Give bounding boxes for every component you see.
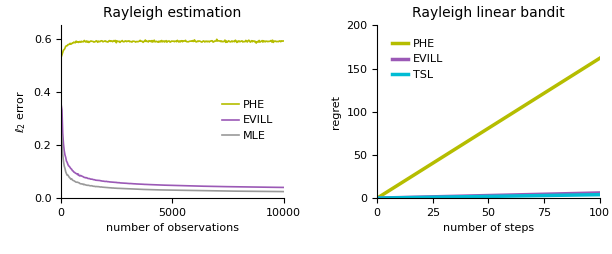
EVILL: [280, 186, 288, 189]
PHE: [596, 57, 603, 60]
Title: Rayleigh linear bandit: Rayleigh linear bandit: [412, 6, 565, 20]
X-axis label: number of steps: number of steps: [443, 224, 534, 233]
TSL: [596, 193, 603, 196]
PHE: [213, 38, 220, 41]
MLE: [58, 130, 65, 133]
EVILL: [245, 185, 252, 188]
TSL: [382, 196, 390, 199]
MLE: [280, 190, 288, 193]
EVILL: [577, 192, 584, 195]
PHE: [280, 39, 288, 42]
EVILL: [189, 184, 196, 187]
MLE: [194, 189, 201, 192]
EVILL: [382, 196, 390, 199]
EVILL: [259, 186, 267, 189]
TSL: [577, 194, 584, 197]
TSL: [585, 193, 592, 196]
Line: EVILL: EVILL: [377, 193, 600, 198]
MLE: [245, 190, 252, 193]
MLE: [58, 137, 65, 140]
Title: Rayleigh estimation: Rayleigh estimation: [103, 6, 242, 20]
EVILL: [58, 108, 65, 112]
EVILL: [433, 195, 440, 198]
PHE: [433, 159, 440, 162]
EVILL: [585, 192, 592, 195]
TSL: [415, 196, 422, 199]
PHE: [373, 197, 381, 200]
MLE: [189, 189, 196, 192]
EVILL: [373, 197, 381, 200]
PHE: [58, 55, 65, 58]
PHE: [189, 39, 196, 42]
EVILL: [387, 196, 394, 199]
PHE: [246, 39, 253, 42]
EVILL: [415, 196, 422, 199]
Line: PHE: PHE: [377, 58, 600, 198]
TSL: [433, 196, 440, 199]
EVILL: [190, 184, 197, 187]
PHE: [387, 188, 394, 191]
PHE: [58, 53, 65, 56]
EVILL: [596, 192, 603, 195]
TSL: [387, 196, 394, 199]
MLE: [190, 189, 197, 192]
PHE: [260, 39, 267, 42]
PHE: [585, 64, 592, 67]
PHE: [415, 171, 422, 174]
PHE: [382, 191, 390, 194]
PHE: [190, 40, 197, 43]
PHE: [577, 69, 584, 72]
EVILL: [58, 104, 65, 107]
TSL: [373, 197, 381, 200]
X-axis label: number of observations: number of observations: [106, 224, 239, 233]
Y-axis label: $\ell_2$ error: $\ell_2$ error: [14, 90, 28, 133]
EVILL: [194, 185, 201, 188]
MLE: [259, 190, 267, 193]
Legend: PHE, EVILL, MLE: PHE, EVILL, MLE: [218, 96, 278, 145]
Line: TSL: TSL: [377, 195, 600, 198]
Line: PHE: PHE: [61, 39, 284, 57]
Y-axis label: regret: regret: [331, 95, 341, 129]
Line: MLE: MLE: [61, 132, 284, 192]
Legend: PHE, EVILL, TSL: PHE, EVILL, TSL: [387, 34, 447, 84]
PHE: [194, 40, 201, 43]
Line: EVILL: EVILL: [61, 105, 284, 187]
